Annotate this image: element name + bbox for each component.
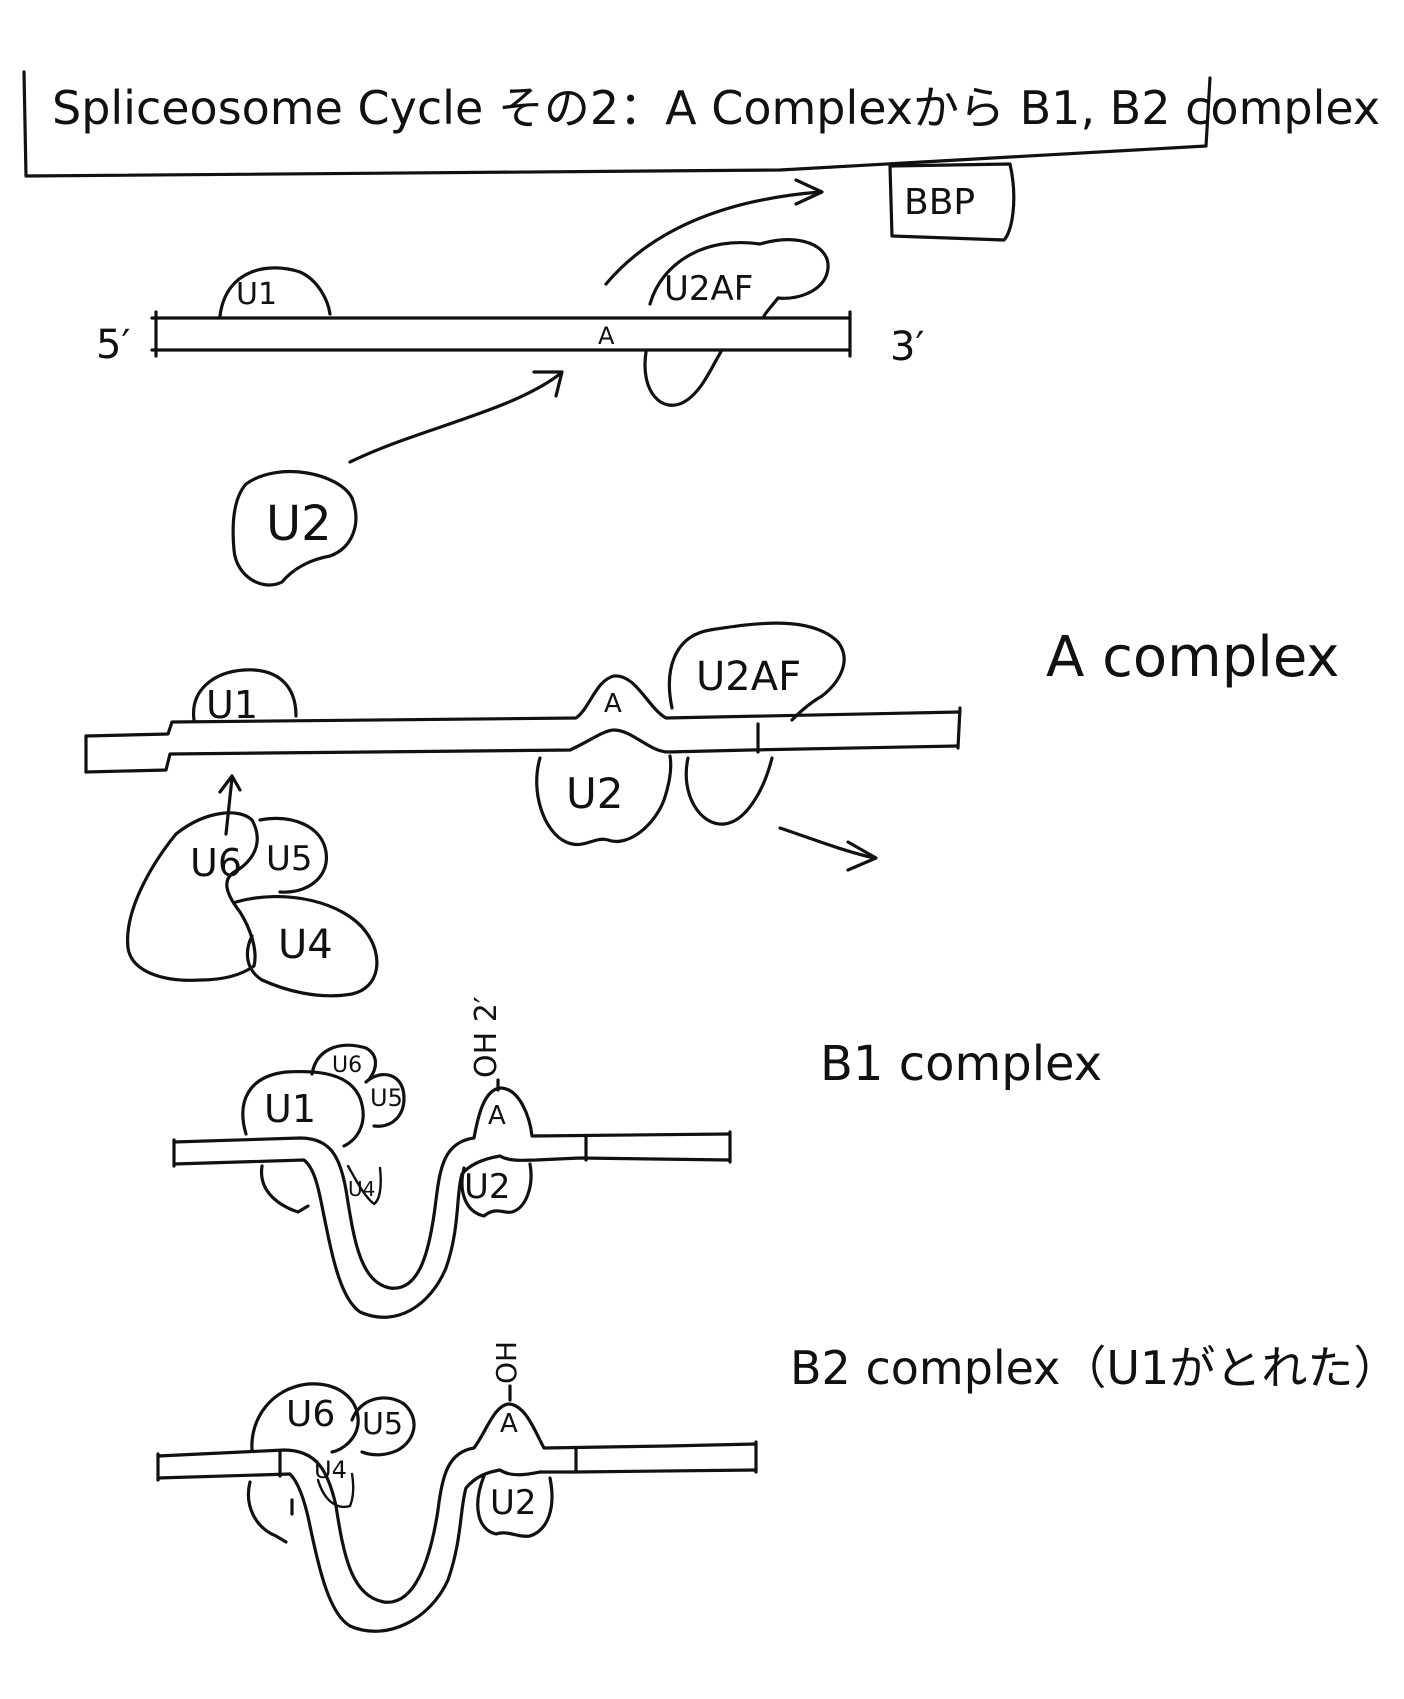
b1-complex-u4-shape: [346, 1164, 382, 1206]
b1-complex-u6-shape: [310, 1043, 378, 1080]
a-complex-diagram: A U1 U2AF U2 A complex U6 U5 U4: [84, 621, 1339, 998]
a-complex-u6-shape: [126, 811, 259, 982]
a-complex-u2af-label: U2AF: [696, 654, 801, 700]
b1-complex-u2-shape: [460, 1162, 533, 1218]
b1-complex-u1-shape: [241, 1069, 365, 1148]
a-complex-u2af-lower-shape: [684, 756, 774, 826]
b2-complex-u4-label: U4: [314, 1456, 347, 1484]
b2-complex-u5-shape: [350, 1396, 416, 1457]
step1-diagram: 5′ 3′ U1 A U2AF BBP U2: [96, 162, 1016, 587]
u1-snrnp-shape: [218, 266, 332, 318]
b2-complex-branch-point-label: A: [500, 1409, 518, 1439]
a-complex-u2-label: U2: [566, 769, 623, 818]
a-complex-u4-shape: [234, 895, 379, 998]
b1-complex-u1-lower-shape: [259, 1164, 310, 1214]
arrow-u2-to-branch-point: [348, 372, 562, 464]
b1-complex-u1-label: U1: [264, 1087, 316, 1131]
b1-complex-u4-label: U4: [348, 1177, 375, 1201]
bbp-box: [888, 162, 1016, 242]
b1-complex-u6-label: U6: [332, 1053, 362, 1078]
b1-complex-oh-label: OH 2′: [469, 996, 504, 1078]
u2af-lower-shape: [643, 348, 724, 407]
bbp-label: BBP: [904, 182, 975, 223]
u2-label: U2: [266, 496, 332, 552]
a-complex-u1-shape: [192, 668, 298, 722]
a-complex-u5-label: U5: [266, 839, 313, 879]
b1-complex-branch-point-label: A: [488, 1101, 506, 1131]
title-box: Spliceosome Cycle その2：A Complexから B1, B2…: [22, 70, 1380, 178]
u2af-label: U2AF: [664, 269, 753, 309]
b1-complex-rna-strand: [172, 1086, 732, 1290]
a-complex-u5-shape: [258, 816, 328, 894]
b2-complex-oh-label: OH: [490, 1341, 523, 1384]
b2-complex-u2-label: U2: [490, 1483, 537, 1523]
five-prime-label: 5′: [96, 322, 131, 368]
b2-complex-u5-label: U5: [362, 1407, 403, 1442]
u2af-shape: [648, 238, 830, 318]
b1-complex-u5-shape: [364, 1072, 406, 1128]
b2-complex-lower-lobe-shape: [246, 1480, 288, 1544]
a-complex-leaving-arrow: [778, 826, 876, 860]
b2-complex-diagram: U6 U5 U4 OH A U2 B2 complex（U1がとれた）: [156, 1341, 1399, 1633]
a-complex-rna-strand: [84, 674, 962, 738]
a-complex-u6-arrow: [224, 776, 234, 836]
a-complex-u2af-shape: [667, 621, 846, 722]
a-complex-u2-shape: [535, 754, 673, 847]
b1-complex-label: B1 complex: [820, 1036, 1102, 1092]
a-complex-u6-label: U6: [190, 841, 242, 885]
u2-snrnp-shape: [231, 470, 358, 587]
b1-complex-u5-label: U5: [370, 1084, 403, 1112]
a-complex-branch-point-label: A: [604, 689, 622, 719]
b2-complex-label: B2 complex（U1がとれた）: [790, 1341, 1399, 1395]
arrow-to-bbp: [604, 190, 822, 286]
a-complex-label: A complex: [1046, 625, 1339, 690]
b2-complex-u6-shape: [250, 1382, 360, 1454]
b1-complex-diagram: U1 U6 U5 U4 OH 2′ A U2 B1 complex: [172, 996, 1102, 1319]
b2-complex-u6-label: U6: [286, 1394, 335, 1435]
u1-label: U1: [236, 277, 277, 312]
branch-point-label: A: [598, 322, 615, 350]
a-complex-u1-label: U1: [206, 683, 258, 727]
b1-complex-u2-label: U2: [464, 1167, 511, 1207]
three-prime-label: 3′: [890, 324, 925, 370]
b2-complex-u2-shape: [476, 1474, 554, 1538]
page-title: Spliceosome Cycle その2：A Complexから B1, B2…: [52, 81, 1380, 135]
b2-complex-u4-shape: [316, 1472, 355, 1509]
a-complex-u4-label: U4: [278, 922, 333, 968]
